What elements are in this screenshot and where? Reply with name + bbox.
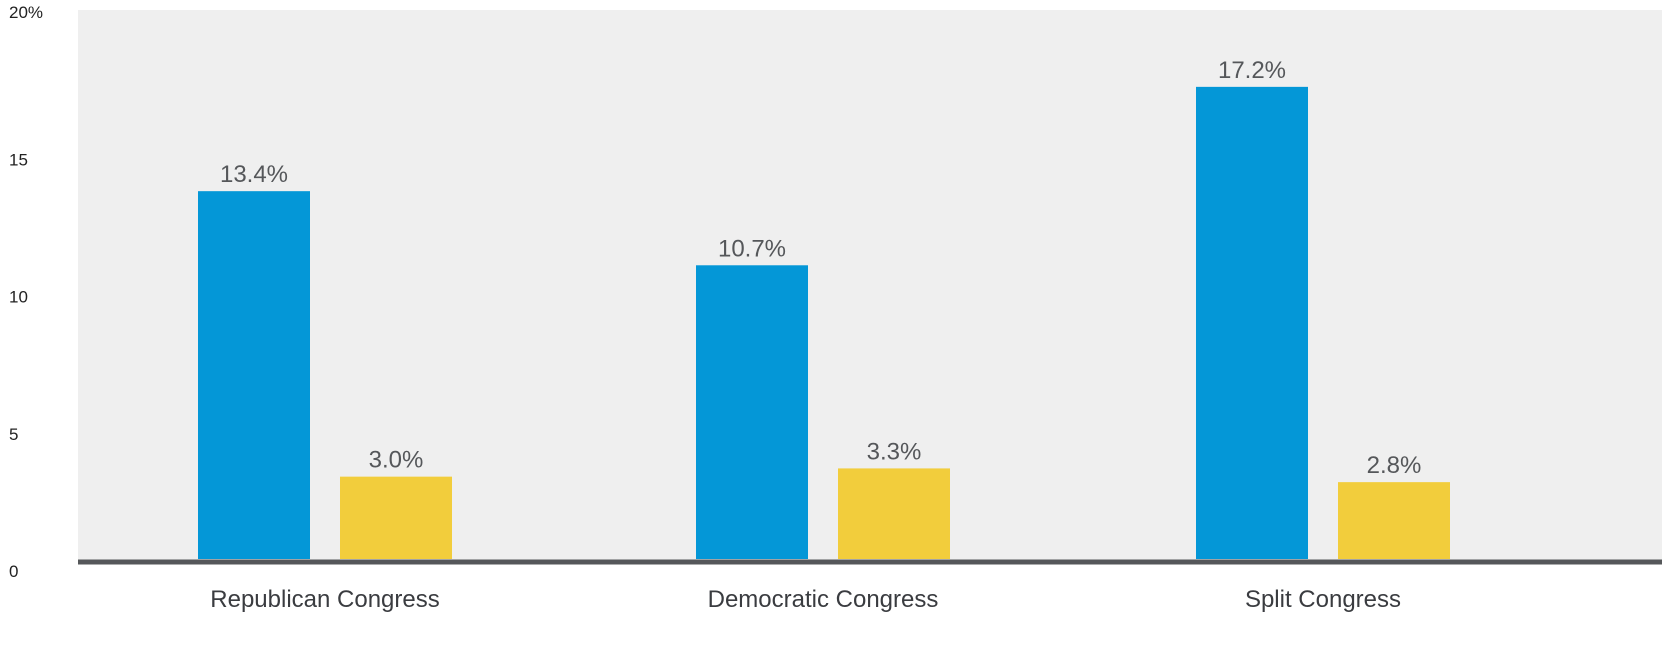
y-tick-label: 0 <box>9 562 18 581</box>
bar-value-label: 17.2% <box>1218 57 1286 84</box>
bar-value-label: 2.8% <box>1367 452 1422 479</box>
y-axis: 0 5 10 15 20% <box>9 3 43 581</box>
y-tick-label: 5 <box>9 425 18 444</box>
y-tick-label: 10 <box>9 288 28 307</box>
bar <box>696 265 808 559</box>
bar <box>340 476 452 559</box>
bar <box>1338 482 1450 559</box>
data-labels: 13.4% 3.0% 10.7% 3.3% 17.2% 2.8% <box>220 57 1421 479</box>
bar <box>198 191 310 560</box>
bar-value-label: 10.7% <box>718 235 786 262</box>
x-category-label: Republican Congress <box>210 586 439 613</box>
bar-value-label: 13.4% <box>220 161 288 188</box>
x-axis: Republican Congress Democratic Congress Sp… <box>210 586 1401 613</box>
y-tick-label: 15 <box>9 150 28 169</box>
y-tick-label: 20% <box>9 3 43 22</box>
x-category-label: Split Congress <box>1245 586 1401 613</box>
bars <box>198 86 1450 560</box>
bar-value-label: 3.3% <box>867 438 922 465</box>
bar <box>1196 86 1308 560</box>
bar <box>838 468 950 559</box>
bar-value-label: 3.0% <box>369 447 424 474</box>
x-category-label: Democratic Congress <box>708 586 939 613</box>
